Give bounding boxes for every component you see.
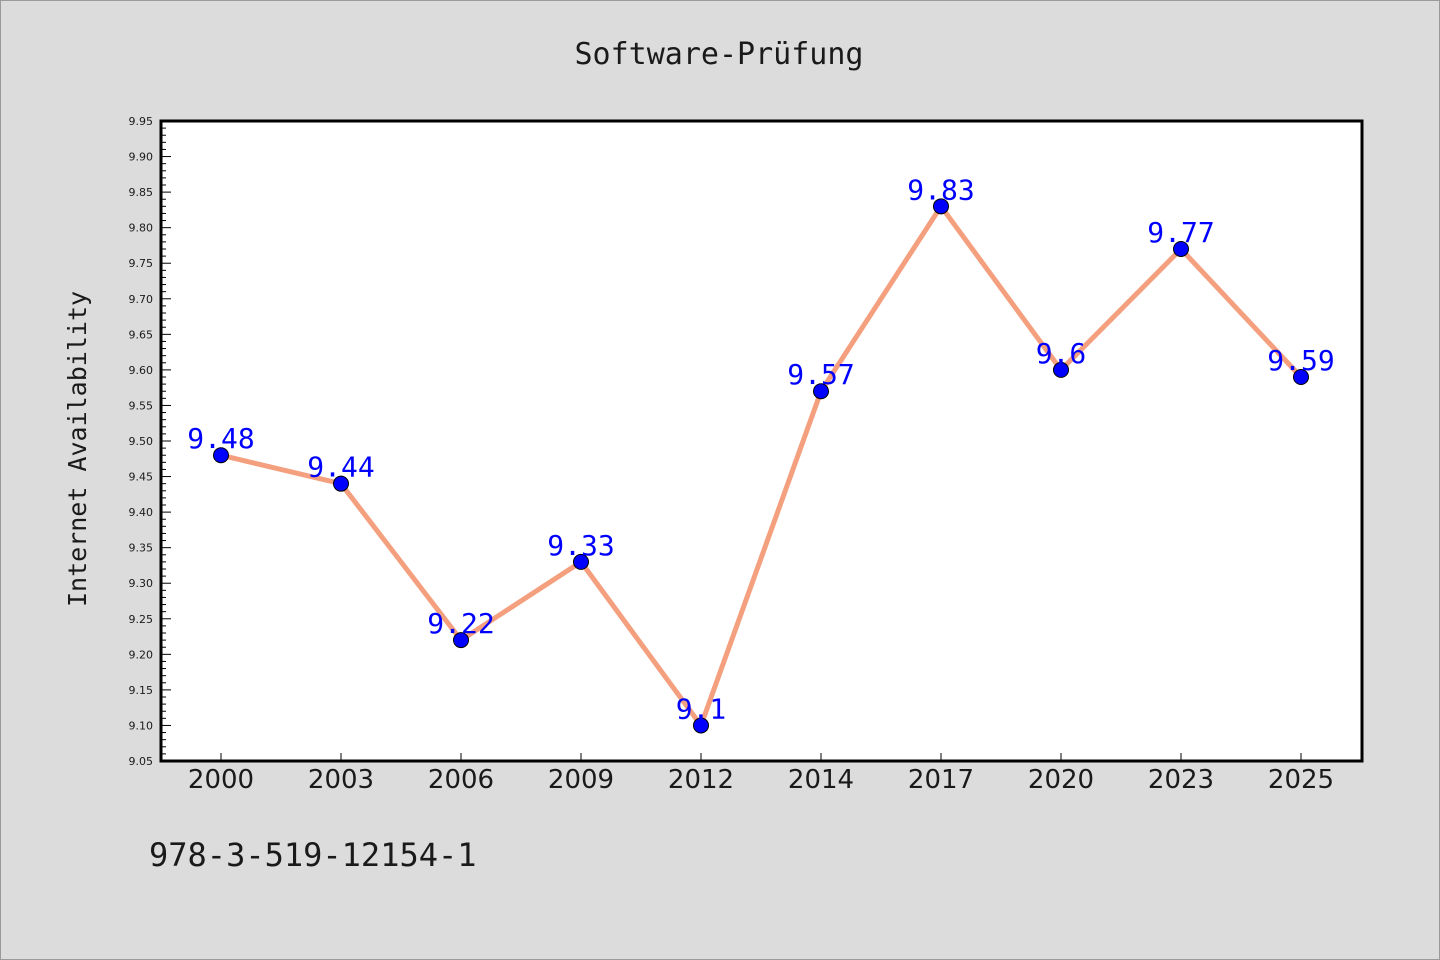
data-labels: 9.48 9.44 9.22 9.33 9.1 9.57 9.83 9.6 9.77 9.59 bbox=[187, 173, 1334, 725]
x-tick-label: 2000 bbox=[188, 765, 254, 795]
y-tick-label: 9.90 bbox=[129, 151, 154, 164]
data-point bbox=[1173, 241, 1189, 257]
y-tick-label: 9.80 bbox=[129, 222, 154, 235]
y-tick-label: 9.35 bbox=[129, 542, 154, 555]
y-tick-label: 9.20 bbox=[129, 648, 154, 661]
x-tick-label: 2025 bbox=[1268, 765, 1334, 795]
footer-isbn: 978-3-519-12154-1 bbox=[149, 836, 477, 874]
data-label: 9.6 bbox=[1036, 337, 1087, 370]
chart-title: Software-Prüfung bbox=[575, 37, 864, 72]
series-line bbox=[220, 203, 1303, 728]
data-label: 9.48 bbox=[187, 422, 254, 455]
y-tick-label: 9.60 bbox=[129, 364, 154, 377]
y-tick-label: 9.30 bbox=[129, 577, 154, 590]
data-label: 9.22 bbox=[427, 607, 494, 640]
y-tick-label: 9.75 bbox=[129, 257, 154, 270]
y-tick-label: 9.10 bbox=[129, 719, 154, 732]
y-axis-label: Internet Availability bbox=[63, 291, 92, 607]
y-tick-label: 9.40 bbox=[129, 506, 154, 519]
data-label: 9.77 bbox=[1147, 216, 1214, 249]
data-label: 9.59 bbox=[1267, 344, 1334, 377]
x-tick-label: 2014 bbox=[788, 765, 854, 795]
x-tick-label: 2023 bbox=[1148, 765, 1214, 795]
y-tick-label: 9.15 bbox=[129, 684, 154, 697]
data-point bbox=[1053, 361, 1069, 378]
data-point bbox=[813, 383, 829, 400]
data-label: 9.33 bbox=[547, 529, 614, 562]
data-point bbox=[693, 717, 709, 734]
series-line-group bbox=[220, 203, 1303, 728]
y-tick-label: 9.50 bbox=[129, 435, 154, 448]
x-tick-label: 2017 bbox=[908, 765, 974, 795]
data-label: 9.1 bbox=[676, 692, 727, 725]
y-tick-label: 9.45 bbox=[129, 471, 154, 484]
data-point bbox=[333, 475, 349, 492]
y-tick-label: 9.55 bbox=[129, 399, 154, 412]
plot-frame bbox=[159, 119, 1364, 763]
data-point bbox=[453, 632, 469, 649]
data-label: 9.57 bbox=[787, 358, 854, 391]
data-label: 9.44 bbox=[307, 451, 374, 484]
x-tick-label: 2020 bbox=[1028, 765, 1094, 795]
y-tick-label: 9.25 bbox=[129, 613, 154, 626]
data-point bbox=[933, 198, 949, 215]
y-tick-label: 9.70 bbox=[129, 293, 154, 306]
y-tick-label: 9.95 bbox=[129, 115, 154, 128]
data-point bbox=[573, 553, 589, 570]
plot-area bbox=[161, 121, 1362, 761]
y-tick-label: 9.05 bbox=[129, 755, 154, 768]
y-axis-ticks: 9.05 9.10 9.15 9.20 9.25 9.30 9.35 9.40 9.45 9.50… bbox=[129, 115, 171, 768]
data-label: 9.83 bbox=[907, 173, 974, 206]
data-points bbox=[213, 198, 1309, 734]
x-tick-label: 2009 bbox=[548, 765, 614, 795]
x-tick-label: 2003 bbox=[308, 765, 374, 795]
data-point bbox=[213, 447, 229, 464]
y-tick-label: 9.65 bbox=[129, 328, 154, 341]
x-tick-label: 2012 bbox=[668, 765, 734, 795]
x-tick-label: 2006 bbox=[428, 765, 494, 795]
data-point bbox=[1293, 369, 1309, 385]
y-tick-label: 9.85 bbox=[129, 186, 154, 199]
